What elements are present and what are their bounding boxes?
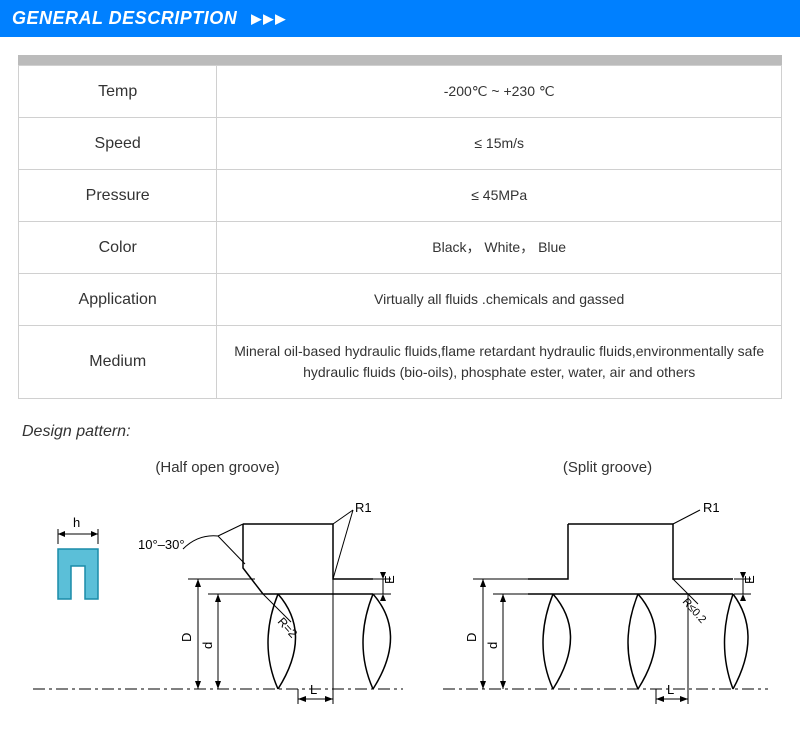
section-header: GENERAL DESCRIPTION ▶▶▶ (0, 0, 800, 37)
label-d-s: d (485, 642, 500, 649)
spec-value: ≤ 45MPa (217, 170, 782, 222)
spec-table: Temp-200℃ ~ +230 ℃Speed≤ 15m/sPressure≤ … (18, 65, 782, 399)
spec-value: ≤ 15m/s (217, 118, 782, 170)
spec-key: Application (19, 274, 217, 326)
gray-divider (18, 55, 782, 65)
spec-key: Medium (19, 326, 217, 399)
label-d: d (200, 642, 215, 649)
half-open-caption: (Half open groove) (23, 459, 413, 476)
spec-key: Pressure (19, 170, 217, 222)
label-D-s: D (464, 633, 479, 642)
label-e-s: E (742, 575, 757, 584)
section-title: GENERAL DESCRIPTION (12, 8, 237, 29)
split-caption: (Split groove) (438, 459, 778, 476)
table-row: MediumMineral oil-based hydraulic fluids… (19, 326, 782, 399)
table-row: ColorBlack， White， Blue (19, 222, 782, 274)
table-row: Temp-200℃ ~ +230 ℃ (19, 66, 782, 118)
label-L-s: L (667, 682, 674, 697)
spec-value: -200℃ ~ +230 ℃ (217, 66, 782, 118)
label-r1: R1 (355, 500, 372, 515)
design-pattern-title: Design pattern: (22, 423, 800, 441)
label-D: D (179, 633, 194, 642)
half-open-svg: h 10°–30° R1 R=2 (23, 494, 413, 704)
label-h: h (73, 515, 80, 530)
label-L: L (310, 682, 317, 697)
label-r02: R≤0.2 (679, 596, 708, 626)
spec-value: Black， White， Blue (217, 222, 782, 274)
split-diagram: (Split groove) R1 R≤0.2 (438, 459, 778, 704)
label-angle: 10°–30° (138, 537, 185, 552)
label-r2: R=2 (274, 615, 300, 641)
table-row: Pressure≤ 45MPa (19, 170, 782, 222)
spec-value: Mineral oil-based hydraulic fluids,flame… (217, 326, 782, 399)
split-svg: R1 R≤0.2 E D d (438, 494, 778, 704)
spec-value: Virtually all fluids .chemicals and gass… (217, 274, 782, 326)
table-row: ApplicationVirtually all fluids .chemica… (19, 274, 782, 326)
header-arrows-icon: ▶▶▶ (251, 11, 287, 27)
table-row: Speed≤ 15m/s (19, 118, 782, 170)
spec-key: Temp (19, 66, 217, 118)
label-r1-s: R1 (703, 500, 720, 515)
spec-key: Speed (19, 118, 217, 170)
diagrams-row: (Half open groove) h (0, 459, 800, 714)
spec-key: Color (19, 222, 217, 274)
label-e: E (382, 575, 397, 584)
half-open-diagram: (Half open groove) h (23, 459, 413, 704)
